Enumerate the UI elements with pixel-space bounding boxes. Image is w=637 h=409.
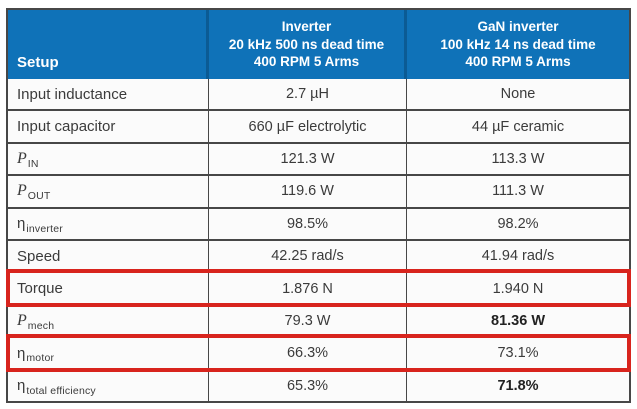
table-row-eta-total-efficiency: η total efficiency 65.3% 71.8% — [8, 368, 629, 402]
row-label-symbol: η — [17, 377, 26, 395]
row-label-symbol: η — [17, 344, 26, 362]
row-label-symbol: η — [17, 215, 26, 233]
row-label-input-capacitor: Input capacitor — [8, 111, 209, 142]
gan-inverter-value-eta-motor: 73.1% — [497, 345, 539, 362]
inverter-value-input-capacitor: 660 µF electrolytic — [209, 111, 407, 142]
table-body: Input inductance 2.7 µH None Input capacito… — [6, 79, 631, 402]
row-label-subscript: total efficiency — [26, 384, 96, 397]
gan-inverter-value-input-capacitor: 44 µF ceramic — [471, 118, 565, 135]
row-label-symbol: Speed — [17, 247, 61, 265]
row-label-eta-inverter: η inverter — [8, 208, 209, 240]
table-row-speed: Speed 42.25 rad/s 41.94 rad/s — [8, 239, 629, 272]
gan-inverter-value-p-in: 113.3 W — [491, 151, 545, 168]
row-label-subscript: inverter — [26, 222, 63, 235]
table-row-p-in: P IN 121.3 W 113.3 W — [8, 141, 629, 175]
gan-inverter-value-eta-inverter: 98.2% — [497, 215, 539, 232]
gan-header-line3: 400 RPM 5 Arms — [465, 54, 571, 70]
gan-inverter-value-eta-total-efficiency: 71.8% — [497, 377, 539, 394]
row-label-subscript: OUT — [27, 190, 51, 203]
table-row-eta-motor: η motor 66.3% 73.1% — [6, 334, 631, 373]
table-row-input-inductance: Input inductance 2.7 µH None — [8, 79, 629, 110]
row-label-symbol: P — [17, 312, 27, 330]
row-label-p-in: P IN — [8, 143, 209, 175]
row-label-p-out: P OUT — [8, 176, 209, 207]
inverter-comparison-table: Setup Inverter 20 kHz 500 ns dead time 4… — [6, 8, 631, 403]
inverter-value-p-in: 121.3 W — [209, 143, 407, 175]
row-label-subscript: mech — [27, 320, 55, 333]
inverter-value-p-mech: 79.3 W — [209, 305, 407, 337]
gan-header-line1: GaN inverter — [477, 18, 559, 34]
row-label-subscript: motor — [26, 352, 55, 365]
gan-inverter-value-p-mech: 81.36 W — [491, 313, 545, 330]
row-label-eta-motor: η motor — [8, 338, 209, 369]
table-row-p-out: P OUT 119.6 W 111.3 W — [8, 174, 629, 207]
table-row-input-capacitor: Input capacitor 660 µF electrolytic 44 µF … — [8, 109, 629, 142]
row-label-speed: Speed — [8, 241, 209, 272]
table-row-torque: Torque 1.876 N 1.940 N — [6, 269, 631, 308]
gan-header-line2: 100 kHz 14 ns dead time — [440, 36, 596, 52]
inverter-value-speed: 42.25 rad/s — [209, 241, 407, 272]
header-cell-gan-inverter: GaN inverter 100 kHz 14 ns dead time 400… — [407, 10, 629, 79]
inverter-header-line3: 400 RPM 5 Arms — [253, 54, 360, 70]
inverter-value-p-out: 119.6 W — [209, 176, 407, 207]
inverter-value-input-inductance: 2.7 µH — [209, 79, 407, 110]
row-label-symbol: Torque — [17, 280, 63, 298]
gan-inverter-value-torque: 1.940 N — [492, 280, 544, 297]
row-label-symbol: P — [17, 150, 27, 168]
inverter-header-line1: Inverter — [281, 18, 332, 34]
header-cell-setup: Setup — [8, 10, 209, 79]
inverter-value-eta-total-efficiency: 65.3% — [209, 370, 407, 402]
row-label-symbol: Input capacitor — [17, 118, 116, 136]
row-label-symbol: Input inductance — [17, 85, 128, 103]
setup-header-label: Setup — [17, 54, 59, 71]
gan-inverter-value-speed: 41.94 rad/s — [481, 248, 555, 265]
gan-inverter-value-p-out: 111.3 W — [492, 183, 544, 200]
header-cell-inverter: Inverter 20 kHz 500 ns dead time 400 RPM… — [209, 10, 407, 79]
row-label-symbol: P — [17, 182, 27, 200]
row-label-torque: Torque — [8, 273, 209, 304]
inverter-value-eta-motor: 66.3% — [209, 338, 407, 369]
table-header-row: Setup Inverter 20 kHz 500 ns dead time 4… — [8, 10, 629, 79]
table-row-eta-inverter: η inverter 98.5% 98.2% — [8, 206, 629, 240]
inverter-header-line2: 20 kHz 500 ns dead time — [228, 36, 385, 52]
inverter-value-torque: 1.876 N — [209, 273, 407, 304]
row-label-input-inductance: Input inductance — [8, 79, 209, 110]
row-label-eta-total-efficiency: η total efficiency — [8, 370, 209, 402]
row-label-subscript: IN — [27, 158, 39, 171]
gan-inverter-value-input-inductance: None — [500, 86, 536, 103]
inverter-value-eta-inverter: 98.5% — [209, 208, 407, 240]
